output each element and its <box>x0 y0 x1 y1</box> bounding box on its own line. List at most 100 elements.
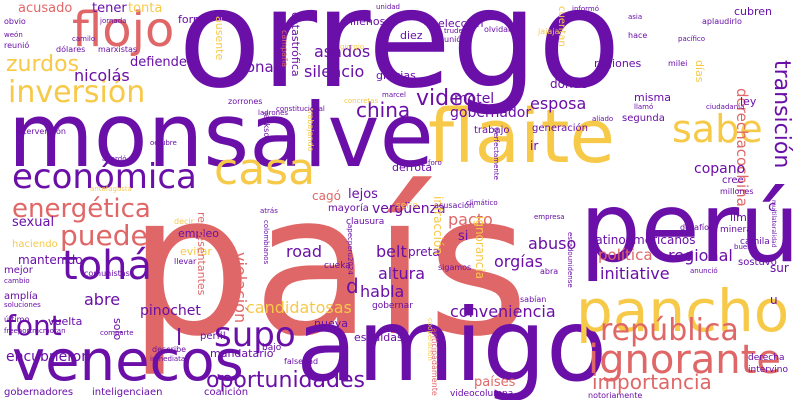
word-lejos: lejos <box>348 187 378 202</box>
word-oportunidades: oportunidades <box>206 368 365 393</box>
word-trudeau: trudeau <box>444 27 472 35</box>
word-representantes: representantes <box>195 212 208 296</box>
word-weon: weón <box>4 31 23 39</box>
word-copano: copano <box>694 161 746 177</box>
word-climatico: climático <box>466 199 498 207</box>
word-conveniencia: conveniencia <box>450 302 556 321</box>
word-orrego: orrego <box>178 0 621 119</box>
word-ultimo: último <box>4 315 30 324</box>
word-aliado: aliado <box>592 115 614 123</box>
word-asia: asia <box>628 13 643 21</box>
word-pacto: pacto <box>448 210 493 229</box>
word-informo: informó <box>572 5 599 13</box>
word-pinochet: pinochet <box>140 303 201 319</box>
word-sostuvo: sostuvo <box>738 257 777 268</box>
word-venecos: venecos <box>12 329 244 394</box>
word-decir: decir <box>174 217 194 226</box>
word-tener: tener <box>92 1 127 16</box>
word-amigo: amigo <box>296 287 608 400</box>
word-minera: minera <box>720 225 752 235</box>
word-china: china <box>356 98 411 122</box>
word-inversion: inversión <box>8 75 146 110</box>
word-multilateralidad: multilateralidad <box>770 200 777 248</box>
word-toha: tohá <box>62 243 153 289</box>
word-l: l <box>176 326 183 351</box>
word-tonta: tonta <box>128 1 163 16</box>
word-mantenido: mantenido <box>18 253 83 267</box>
word-politica: política <box>598 246 653 264</box>
word-preta: preta <box>408 245 440 259</box>
word-marxistas: marxistas <box>98 45 138 54</box>
word-belt: belt <box>376 242 407 261</box>
word-peru: perú <box>579 172 800 284</box>
word-jajaja: jajaja <box>538 27 560 36</box>
word-amplia: amplía <box>4 291 38 302</box>
word-nueva: nueva <box>314 317 348 330</box>
word-ir: ir <box>530 139 539 153</box>
word-empleo: empleo <box>178 227 220 240</box>
word-atras: atrás <box>260 207 278 215</box>
word-regional: regional <box>668 246 733 265</box>
word-eleccion: elección <box>438 17 484 30</box>
word-buen: buen <box>734 243 752 251</box>
word-initiative: initiative <box>600 264 670 283</box>
word-dolares: dólares <box>56 45 86 54</box>
word-foro: foro <box>428 159 442 167</box>
word-ignorante: ignorante <box>588 337 781 383</box>
word-misma: misma <box>634 91 671 104</box>
word-forma: forma <box>178 13 211 26</box>
word-anticipadamente: anticipadamente <box>430 328 439 396</box>
word-economica: económica <box>12 157 197 197</box>
word-ignorancia: ignorancia <box>473 216 487 280</box>
word-comparte: comparte <box>100 329 134 337</box>
word-zona: zona <box>238 58 274 76</box>
word-campana: campaña <box>280 30 289 68</box>
word-ley: ley <box>740 95 757 108</box>
word-abordo: abordó <box>102 155 127 163</box>
word-empresa: empresa <box>534 213 565 221</box>
word-d: d <box>346 274 359 298</box>
word-verguenza: vergüenza <box>372 201 446 217</box>
word-defiende: defiende <box>130 55 187 70</box>
word-sexual: sexual <box>12 215 55 230</box>
word-intervino: intervino <box>748 365 789 375</box>
word-derrota: derrota <box>392 161 433 174</box>
word-bajo: bajo <box>262 343 282 353</box>
word-jornada: jornada <box>100 17 127 25</box>
word-videocolumna: videocolumna <box>450 389 514 399</box>
word-ladrones: ladrones <box>258 109 289 117</box>
word-concretas: concretas <box>344 97 379 105</box>
word-orgias: orgías <box>494 252 543 271</box>
word-derecha: derecha <box>748 353 785 363</box>
word-llevar: llevar <box>174 257 197 266</box>
word-dias: días <box>693 60 706 83</box>
word-regiones: regiones <box>594 57 642 70</box>
word-encubrieron: encubrieron <box>6 349 91 365</box>
word-paises: países <box>474 375 516 390</box>
word-apecperu2024: apecperu2024 <box>346 224 354 275</box>
word-habla: habla <box>360 282 405 301</box>
word-obvio: obvio <box>4 17 26 26</box>
word-cambio: cambio <box>4 277 30 285</box>
word-espaldas: espaldas <box>354 331 403 344</box>
word-olvidar: olvidar <box>484 25 512 34</box>
word-infraccion: infracción <box>431 196 445 255</box>
word-altura: altura <box>378 264 426 283</box>
word-clausura: clausura <box>346 217 385 227</box>
word-mandatario: mandatario <box>210 347 274 360</box>
word-gobernador: gobernador <box>450 105 532 121</box>
word-monsalve: monsalve <box>8 84 434 187</box>
word-donde: dónde <box>550 77 588 91</box>
word-mayoria: mayoría <box>328 203 369 214</box>
word-anuncio: anunció <box>690 267 718 275</box>
word-octubre: octubre <box>150 139 177 147</box>
word-notoriamente: notoriamente <box>588 391 643 400</box>
word-flojo: flojo <box>72 2 175 58</box>
word-trabajo: trabajo <box>474 125 510 136</box>
word-font: font <box>6 309 62 342</box>
word-abre: abre <box>84 290 121 309</box>
word-milei: milei <box>668 59 688 68</box>
word-c: c <box>768 199 776 215</box>
word-pacifico: pacífico <box>678 35 706 43</box>
